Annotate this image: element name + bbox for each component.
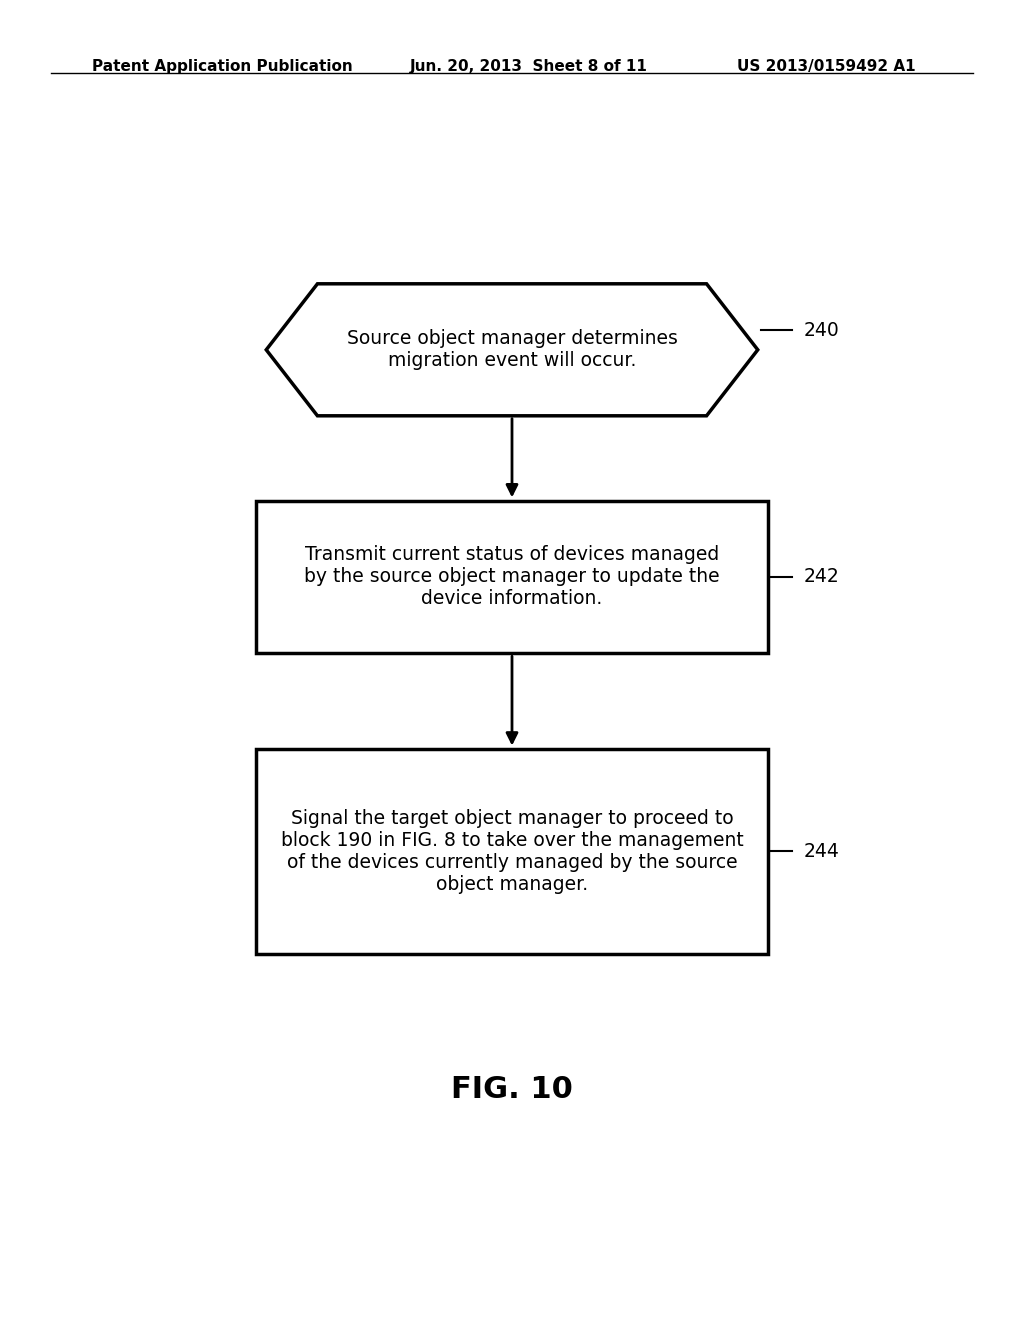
Text: 244: 244 bbox=[804, 842, 840, 861]
Text: Source object manager determines
migration event will occur.: Source object manager determines migrati… bbox=[346, 329, 678, 371]
Text: 242: 242 bbox=[804, 568, 840, 586]
Text: 240: 240 bbox=[804, 321, 840, 339]
Bar bbox=[256, 502, 768, 653]
Text: Signal the target object manager to proceed to
block 190 in FIG. 8 to take over : Signal the target object manager to proc… bbox=[281, 809, 743, 894]
Bar bbox=[256, 750, 768, 953]
Text: Jun. 20, 2013  Sheet 8 of 11: Jun. 20, 2013 Sheet 8 of 11 bbox=[410, 59, 647, 74]
Text: FIG. 10: FIG. 10 bbox=[451, 1074, 573, 1104]
Text: Patent Application Publication: Patent Application Publication bbox=[92, 59, 353, 74]
Polygon shape bbox=[266, 284, 758, 416]
Text: US 2013/0159492 A1: US 2013/0159492 A1 bbox=[737, 59, 915, 74]
Text: Transmit current status of devices managed
by the source object manager to updat: Transmit current status of devices manag… bbox=[304, 545, 720, 609]
